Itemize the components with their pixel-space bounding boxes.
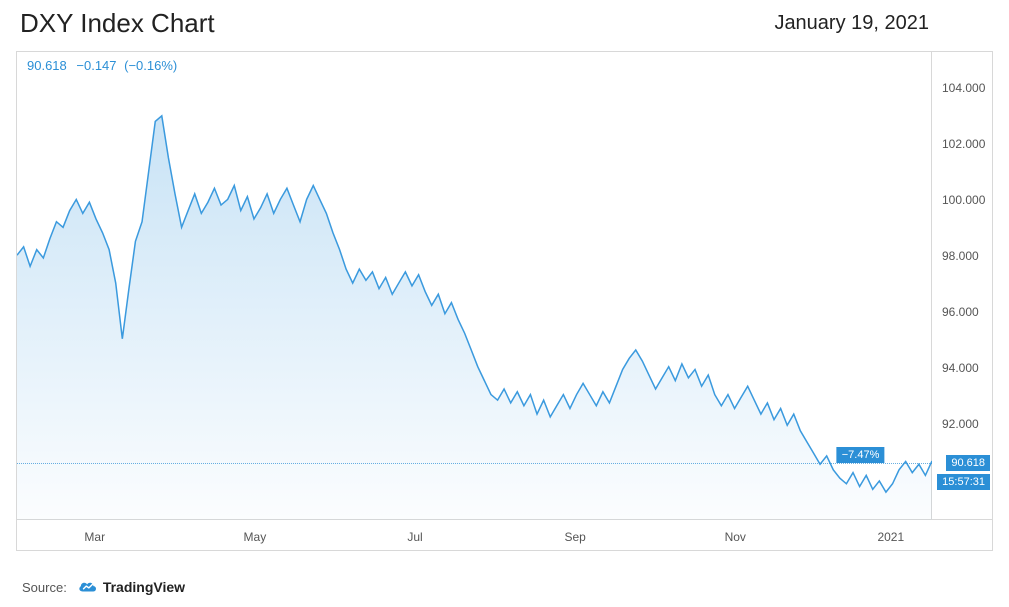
chart-title: DXY Index Chart <box>20 8 215 39</box>
tradingview-icon <box>77 579 99 595</box>
chart-svg <box>17 74 932 520</box>
y-tick-label: 104.000 <box>936 81 992 95</box>
x-tick-label: Jul <box>407 530 422 544</box>
header: DXY Index Chart January 19, 2021 <box>0 0 1009 43</box>
time-badge: 15:57:31 <box>937 474 990 490</box>
price-stats: 90.618 −0.147 (−0.16%) <box>27 58 177 73</box>
area-fill <box>17 116 932 520</box>
source-provider: TradingView <box>103 579 185 595</box>
x-tick-label: Sep <box>564 530 585 544</box>
y-tick-label: 92.000 <box>936 417 992 431</box>
y-tick-label: 96.000 <box>936 305 992 319</box>
current-price-badge: 90.618 <box>946 455 990 471</box>
y-tick-label: 98.000 <box>936 249 992 263</box>
pct-change-badge: −7.47% <box>837 447 885 463</box>
y-tick-label: 94.000 <box>936 361 992 375</box>
y-tick-label: 102.000 <box>936 137 992 151</box>
chart-container[interactable]: 90.618 −0.147 (−0.16%) 90.00092.00094.00… <box>16 51 993 551</box>
stat-change: −0.147 <box>76 58 116 73</box>
current-price-line <box>17 463 932 464</box>
plot-area[interactable] <box>17 74 932 520</box>
chart-date: January 19, 2021 <box>774 12 989 35</box>
source-row: Source: TradingView <box>22 579 185 595</box>
tradingview-logo[interactable]: TradingView <box>77 579 185 595</box>
stat-value: 90.618 <box>27 58 67 73</box>
price-badge-group: −7.47% 90.618 <box>946 455 990 471</box>
x-tick-label: 2021 <box>877 530 904 544</box>
x-tick-label: May <box>244 530 267 544</box>
source-label: Source: <box>22 580 67 595</box>
y-tick-label: 100.000 <box>936 193 992 207</box>
x-tick-label: Nov <box>725 530 746 544</box>
x-tick-label: Mar <box>84 530 105 544</box>
stat-change-pct: (−0.16%) <box>124 58 177 73</box>
